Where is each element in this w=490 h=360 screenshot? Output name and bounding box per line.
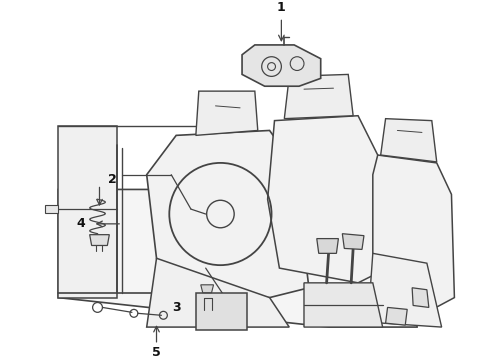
Polygon shape [58, 189, 417, 327]
Polygon shape [343, 234, 364, 249]
Polygon shape [381, 119, 437, 162]
Text: 3: 3 [172, 301, 180, 314]
Polygon shape [386, 307, 407, 325]
Polygon shape [147, 130, 309, 298]
Polygon shape [268, 116, 388, 283]
Polygon shape [242, 45, 320, 86]
Polygon shape [284, 75, 353, 119]
Polygon shape [373, 155, 454, 312]
Polygon shape [304, 283, 383, 327]
Polygon shape [58, 126, 117, 298]
Polygon shape [412, 288, 429, 307]
Polygon shape [201, 285, 214, 293]
Text: 2: 2 [108, 173, 117, 186]
Polygon shape [317, 239, 339, 253]
Polygon shape [90, 235, 109, 246]
Text: 4: 4 [76, 217, 85, 230]
Polygon shape [368, 253, 441, 327]
Polygon shape [206, 255, 228, 269]
Text: 5: 5 [152, 346, 161, 359]
Polygon shape [196, 91, 258, 135]
Text: 1: 1 [277, 1, 286, 14]
Polygon shape [46, 205, 58, 213]
Polygon shape [196, 293, 247, 330]
Polygon shape [147, 258, 289, 327]
